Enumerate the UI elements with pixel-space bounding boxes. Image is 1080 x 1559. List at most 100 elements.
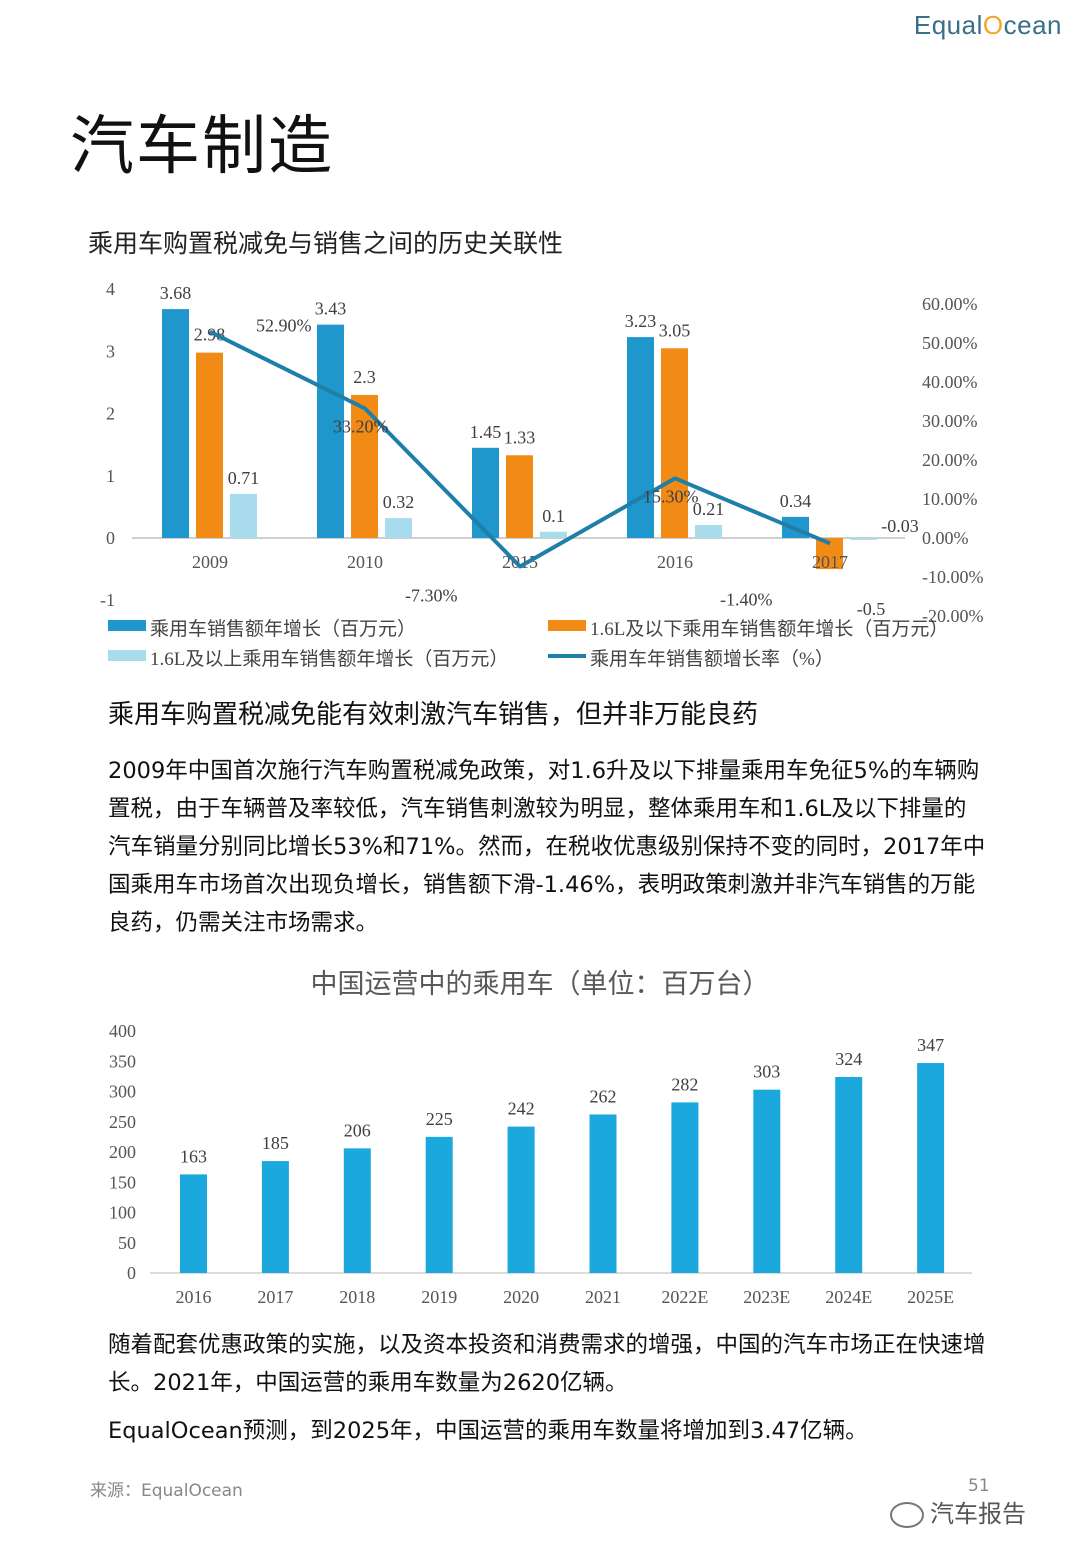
bar-data-label: 206 <box>344 1120 371 1140</box>
legend-swatch-total <box>108 620 146 631</box>
bar-total <box>162 309 189 538</box>
y-axis-tick: 350 <box>109 1051 136 1071</box>
right-axis-tick: 30.00% <box>922 411 978 431</box>
x-axis-tick: 2017 <box>257 1287 293 1307</box>
bar-above16 <box>540 531 567 538</box>
right-axis-tick: 20.00% <box>922 450 978 470</box>
y-axis-tick: 50 <box>118 1233 136 1253</box>
bar-data-label: 185 <box>262 1133 289 1153</box>
bar-data-label: 0.1 <box>542 506 565 526</box>
x-axis-tick: 2010 <box>347 552 383 572</box>
legend-swatch-above16 <box>108 650 146 661</box>
vehicle-bar <box>180 1174 207 1273</box>
vehicle-bar <box>589 1114 617 1273</box>
x-axis-tick: 2017 <box>812 552 848 572</box>
bar-data-label: 3.23 <box>625 311 657 331</box>
page-title: 汽车制造 <box>70 110 334 184</box>
vehicle-bar <box>343 1148 371 1273</box>
logo-text-pre: Equal <box>913 10 983 40</box>
wechat-watermark: 汽车报告 <box>890 1494 1026 1529</box>
section-heading: 乘用车购置税减免能有效刺激汽车销售，但并非万能良药 <box>108 700 759 730</box>
right-axis-tick: 60.00% <box>922 294 978 314</box>
vehicle-bar <box>425 1136 453 1273</box>
legend-label-total: 乘用车销售额年增长（百万元） <box>150 619 417 640</box>
vehicle-bar <box>261 1161 289 1273</box>
line-data-label: -7.30% <box>405 585 458 605</box>
bar-data-label: 3.43 <box>315 299 347 319</box>
y-axis-tick: 150 <box>109 1172 136 1192</box>
source-note: 来源：EqualOcean <box>90 1481 243 1501</box>
right-axis-tick: 40.00% <box>922 372 978 392</box>
x-axis-tick: 2016 <box>176 1287 212 1307</box>
paragraph-2a: 随着配套优惠政策的实施，以及资本投资和消费需求的增强，中国的汽车市场正在快速增长… <box>108 1332 986 1396</box>
bar-data-label: 0.71 <box>228 468 260 488</box>
legend-swatch-below16 <box>548 620 586 631</box>
chart1-title: 乘用车购置税减免与销售之间的历史关联性 <box>88 229 564 258</box>
chart1-svg: 4 3 2 1 0 -1 60.00% 50.00% 40.00% 30.00% 20.00% 10.… <box>100 279 984 626</box>
paragraph-2b: EqualOcean预测，到2025年，中国运营的乘用车数量将增加到3.47亿辆… <box>108 1418 868 1444</box>
chart1-legend: 乘用车销售额年增长（百万元） 1.6L及以下乘用车销售额年增长（百万元） 1.6… <box>108 614 1008 670</box>
wechat-watermark-text: 汽车报告 <box>930 1500 1026 1528</box>
right-axis-tick: -20.00% <box>922 606 984 626</box>
bar-data-label: 0.21 <box>693 499 725 519</box>
bar-data-label: 0.34 <box>780 491 812 511</box>
line-data-label: -1.40% <box>720 589 773 609</box>
page-number: 51 <box>968 1476 990 1496</box>
x-axis-tick: 2022E <box>661 1287 708 1307</box>
left-axis-tick: 0 <box>106 528 115 548</box>
legend-swatch-growth-rate <box>548 654 586 658</box>
vehicle-bar <box>917 1063 945 1273</box>
x-axis-tick: 2023E <box>743 1287 790 1307</box>
x-axis-tick: 2021 <box>585 1287 621 1307</box>
x-axis-tick: 2018 <box>339 1287 375 1307</box>
vehicle-bar <box>753 1089 781 1273</box>
chart2-svg: 400 350 300 250 200 150 100 50 0 163 2016 185 2017 20… <box>109 1021 972 1307</box>
y-axis-tick: 300 <box>109 1082 136 1102</box>
chart2-title: 中国运营中的乘用车（单位：百万台） <box>310 969 770 1000</box>
bar-above16 <box>850 538 877 540</box>
line-data-label: 33.20% <box>333 417 389 437</box>
x-axis-tick: 2025E <box>907 1287 954 1307</box>
bar-data-label: 3.05 <box>659 320 691 340</box>
left-axis-tick: 3 <box>106 341 115 361</box>
right-axis-tick: -10.00% <box>922 567 984 587</box>
bar-data-label: 303 <box>753 1062 780 1082</box>
x-axis-tick: 2009 <box>192 552 228 572</box>
wechat-icon <box>890 1502 924 1528</box>
x-axis-tick: 2024E <box>825 1287 872 1307</box>
logo-text-o: O <box>982 10 1004 40</box>
legend-label-above16: 1.6L及以上乘用车销售额年增长（百万元） <box>150 649 509 670</box>
bar-data-label: 1.45 <box>470 422 502 442</box>
bar-total <box>317 324 344 538</box>
equalocean-logo: EqualOcean <box>914 10 1062 41</box>
line-data-label: 52.90% <box>256 316 312 336</box>
paragraph-1: 2009年中国首次施行汽车购置税减免政策，对1.6升及以下排量乘用车免征5%的车… <box>108 758 986 936</box>
bar-data-label: -0.03 <box>881 516 919 536</box>
left-axis-tick: -1 <box>100 590 115 610</box>
x-axis-tick: 2020 <box>503 1287 539 1307</box>
bar-data-label: 262 <box>590 1086 617 1106</box>
bar-below16 <box>196 352 223 538</box>
legend-label-below16: 1.6L及以下乘用车销售额年增长（百万元） <box>590 619 949 640</box>
bar-data-label: 242 <box>508 1099 535 1119</box>
bar-data-label: 1.33 <box>504 427 536 447</box>
logo-text-post: cean <box>1003 10 1062 40</box>
bar-data-label: 347 <box>917 1035 944 1055</box>
bar-data-label: 225 <box>426 1109 453 1129</box>
y-axis-tick: 250 <box>109 1112 136 1132</box>
vehicle-bar <box>835 1076 863 1273</box>
y-axis-tick: 200 <box>109 1142 136 1162</box>
bar-below16 <box>661 348 688 538</box>
vehicle-bar <box>507 1126 535 1273</box>
x-axis-tick: 2019 <box>421 1287 457 1307</box>
right-axis-tick: 0.00% <box>922 528 969 548</box>
bar-data-label: 2.98 <box>194 325 226 345</box>
right-axis-tick: 10.00% <box>922 489 978 509</box>
growth-rate-line <box>209 329 831 569</box>
bar-data-label: 0.32 <box>383 492 415 512</box>
bar-above16 <box>230 493 257 538</box>
bar-total <box>627 337 654 538</box>
vehicle-bar <box>671 1102 699 1273</box>
bar-data-label: -0.5 <box>857 599 886 619</box>
left-axis-tick: 1 <box>106 466 115 486</box>
